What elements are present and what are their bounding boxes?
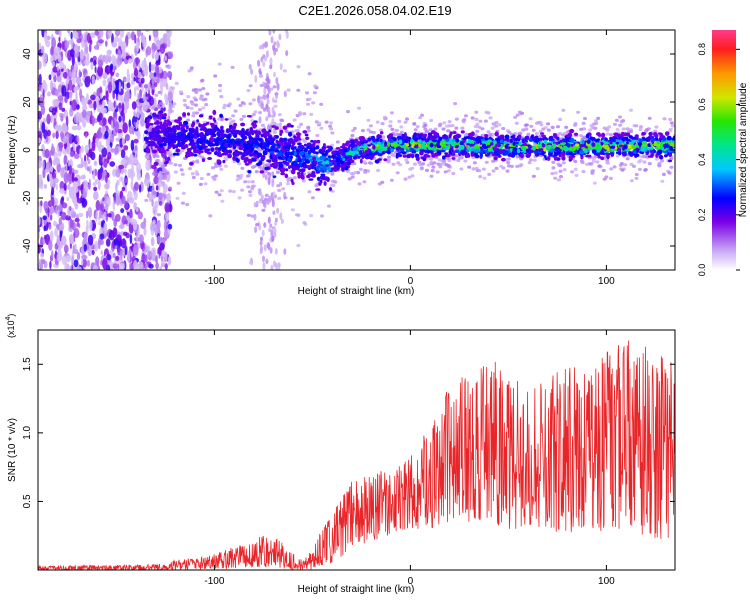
colorbar-tick-label: 0.2 <box>697 209 707 222</box>
spectrogram-x-tick-label: -100 <box>204 276 224 287</box>
snr-axes: -100 0 100 0.5 1.0 1.5 <box>22 330 675 587</box>
snr-x-tick-label: 0 <box>408 576 414 587</box>
snr-panel: -100 0 100 0.5 1.0 1.5 Height of straight lin… <box>5 314 676 595</box>
spectrogram-heatmap <box>38 30 675 270</box>
snr-x-tick-label: -100 <box>204 576 224 587</box>
spectrogram-y-tick-label: 0 <box>22 147 33 153</box>
snr-scale-exponent: 4 <box>5 316 12 320</box>
colorbar-tick-label: 0.4 <box>697 153 707 166</box>
snr-y-tick-label: 0.5 <box>22 494 33 508</box>
snr-series-line <box>38 340 675 570</box>
snr-x-tick-label: 100 <box>598 576 615 587</box>
spectrogram-axes: -100 0 100 -40 -20 0 20 40 <box>22 30 675 287</box>
snr-x-label: Height of straight line (km) <box>298 584 415 595</box>
spectrogram-x-tick-label: 100 <box>598 276 615 287</box>
spectrogram-y-tick-label: 40 <box>22 48 33 60</box>
colorbar-ticks: 0.0 0.2 0.4 0.6 0.8 <box>697 43 740 276</box>
snr-scale-suffix: ) <box>6 314 16 317</box>
colorbar: 0.0 0.2 0.4 0.6 0.8 Normalized spectral ampl… <box>697 30 749 276</box>
colorbar-tick-label: 0.0 <box>697 264 707 277</box>
colorbar-tick-label: 0.6 <box>697 98 707 111</box>
spectrogram-x-tick-label: 0 <box>408 276 414 287</box>
colorbar-label: Normalized spectral amplitude <box>738 82 749 217</box>
spectrogram-panel: -100 0 100 -40 -20 0 20 40 Height of straight l… <box>7 29 676 297</box>
spectrogram-x-label: Height of straight line (km) <box>298 286 415 297</box>
spectrogram-y-tick-label: 20 <box>22 96 33 108</box>
snr-scale-label: (x104) <box>5 314 16 338</box>
snr-y-label: SNR (10 * v/v) <box>7 418 18 482</box>
snr-y-tick-label: 1.5 <box>22 357 33 371</box>
snr-frame <box>37 329 676 571</box>
colorbar-gradient <box>712 30 736 270</box>
spectrogram-y-tick-label: -20 <box>22 190 33 205</box>
snr-scale-prefix: (x10 <box>6 320 16 338</box>
spectrogram-y-tick-label: -40 <box>22 238 33 253</box>
snr-y-tick-label: 1.0 <box>22 425 33 439</box>
figure-title: C2E1.2026.058.04.02.E19 <box>298 3 451 18</box>
colorbar-tick-label: 0.8 <box>697 43 707 56</box>
spectrogram-y-label: Frequency (Hz) <box>7 116 18 185</box>
